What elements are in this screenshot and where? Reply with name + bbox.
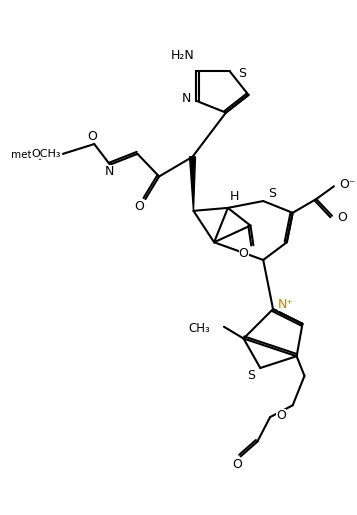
Text: OCH₃: OCH₃ [31,149,61,159]
Text: O: O [233,458,243,471]
Text: O: O [87,130,97,143]
Polygon shape [190,157,195,211]
Text: H₂N: H₂N [171,49,195,62]
Text: N: N [104,165,114,178]
Text: O: O [135,200,144,213]
Text: O: O [276,408,286,422]
Text: H: H [230,190,239,202]
Text: S: S [268,186,276,200]
Text: S: S [247,369,255,382]
Text: N⁺: N⁺ [278,298,294,311]
Text: CH₃: CH₃ [188,322,210,335]
Text: methyl: methyl [11,150,47,160]
Text: O⁻: O⁻ [339,178,355,191]
Text: O: O [238,247,248,260]
Text: O: O [337,211,347,224]
Text: N: N [182,92,191,106]
Text: S: S [238,67,246,80]
